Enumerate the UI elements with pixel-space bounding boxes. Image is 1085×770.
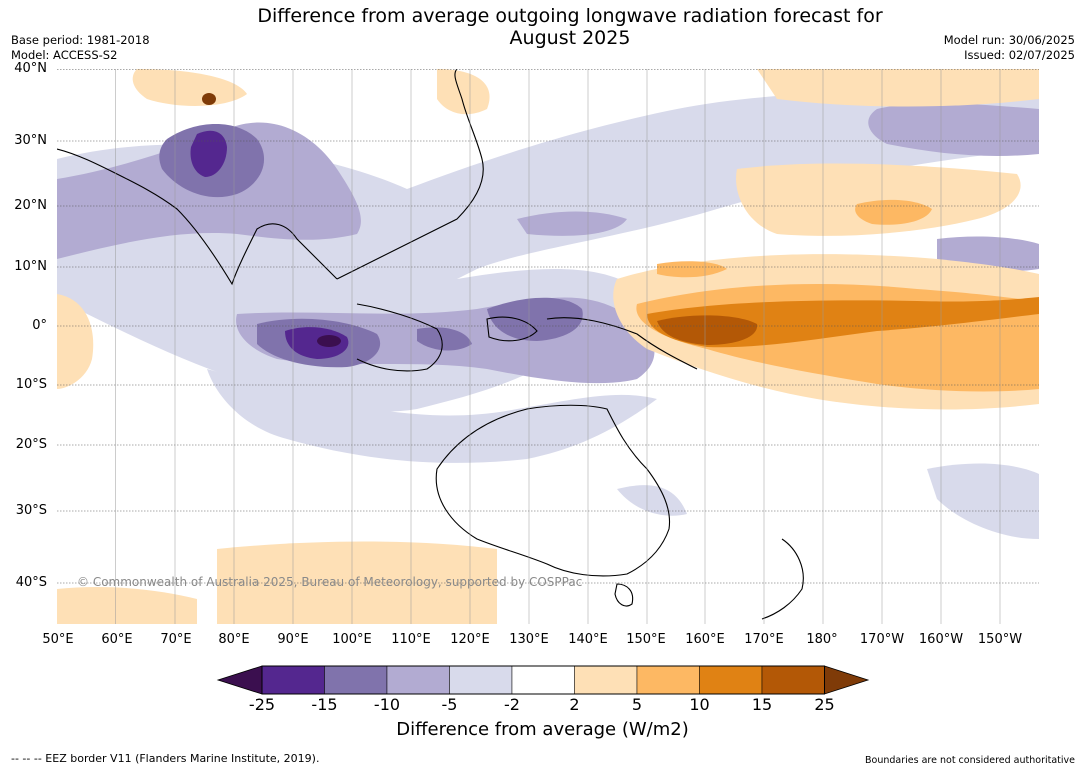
lon-label-170w: 170°W	[859, 632, 905, 647]
lat-label-40s: 40°S	[15, 575, 47, 590]
colorbar-bin-pos15-pos25	[761, 665, 825, 695]
lon-label-120e: 120°E	[450, 632, 490, 647]
colorbar-extend-high	[824, 665, 870, 695]
colorbar-label: Difference from average (W/m2)	[396, 719, 689, 740]
colorbar-tick-neg25: -25	[248, 695, 276, 714]
meridians	[115, 69, 1001, 624]
lat-label-40n: 40°N	[14, 61, 47, 76]
lon-label-50e: 50°E	[42, 632, 74, 647]
colorbar-outline	[261, 665, 825, 695]
colorbar	[216, 665, 870, 695]
lon-label-70e: 70°E	[160, 632, 192, 647]
lon-label-150e: 150°E	[626, 632, 666, 647]
map-title-line1: Difference from average outgoing longwav…	[257, 5, 883, 27]
anomaly-band-pos-25	[202, 93, 216, 105]
colorbar-bin-pos10-pos15	[699, 665, 763, 695]
metadata-right: Model run: 30/06/2025 Issued: 02/07/2025	[944, 33, 1075, 63]
ocean-map	[57, 69, 1039, 624]
colorbar-tick-pos10: 10	[689, 695, 710, 714]
colorbar-bin-pos2-pos5	[574, 665, 638, 695]
boundaries-disclaimer: Boundaries are not considered authoritat…	[865, 755, 1075, 766]
lon-label-60e: 60°E	[101, 632, 133, 647]
metadata-left: Base period: 1981-2018 Model: ACCESS-S2	[11, 33, 150, 63]
colorbar-extend-low	[216, 665, 263, 695]
colorbar-tick-pos5: 5	[631, 695, 643, 714]
colorbar-tick-neg5: -5	[441, 695, 458, 714]
base-period-text: Base period: 1981-2018	[11, 33, 150, 47]
map-title-line2: August 2025	[509, 27, 631, 49]
lon-label-170e: 170°E	[744, 632, 784, 647]
lon-label-180: 180°	[806, 632, 838, 647]
colorbar-tick-pos15: 15	[751, 695, 773, 714]
lat-label-10s: 10°S	[15, 377, 47, 392]
anomaly-band-neg-15	[190, 130, 349, 359]
lat-label-30s: 30°S	[15, 503, 47, 518]
lat-label-equator: 0°	[32, 318, 47, 333]
colorbar-bin-neg5-neg2	[449, 665, 513, 695]
model-text: Model: ACCESS-S2	[11, 48, 118, 62]
lon-label-140e: 140°E	[568, 632, 608, 647]
anomaly-band-neg-25	[317, 335, 341, 347]
lat-label-30n: 30°N	[14, 133, 47, 148]
lat-label-10n: 10°N	[14, 259, 47, 274]
model-run-text: Model run: 30/06/2025	[943, 33, 1075, 47]
lon-label-90e: 90°E	[277, 632, 309, 647]
lat-label-20n: 20°N	[14, 198, 47, 213]
colorbar-bin-neg25-neg15	[261, 665, 325, 695]
lon-label-160w: 160°W	[918, 632, 964, 647]
lon-label-160e: 160°E	[685, 632, 725, 647]
colorbar-tick-neg10: -10	[373, 695, 401, 714]
coastlines	[57, 69, 804, 620]
lon-label-80e: 80°E	[218, 632, 250, 647]
issued-text: Issued: 02/07/2025	[964, 48, 1075, 62]
eez-border-footnote: -- -- -- EEZ border V11 (Flanders Marine…	[11, 752, 320, 765]
colorbar-bin-neg2-pos2	[511, 665, 575, 695]
anomaly-band-pos-15	[657, 315, 758, 345]
lon-label-100e: 100°E	[332, 632, 372, 647]
lon-label-110e: 110°E	[391, 632, 431, 647]
colorbar-tick-neg2: -2	[504, 695, 520, 714]
map-title: Difference from average outgoing longwav…	[200, 5, 940, 49]
colorbar-tick-pos2: 2	[569, 695, 580, 714]
colorbar-bin-pos5-pos10	[636, 665, 700, 695]
colorbar-bin-neg10-neg5	[386, 665, 450, 695]
copyright-notice: © Commonwealth of Australia 2025, Bureau…	[77, 575, 583, 589]
lon-label-130e: 130°E	[509, 632, 549, 647]
lon-label-150w: 150°W	[977, 632, 1023, 647]
colorbar-tick-pos25: 25	[814, 695, 835, 714]
colorbar-bin-neg15-neg10	[324, 665, 388, 695]
lat-label-20s: 20°S	[15, 437, 47, 452]
colorbar-tick-neg15: -15	[311, 695, 338, 714]
